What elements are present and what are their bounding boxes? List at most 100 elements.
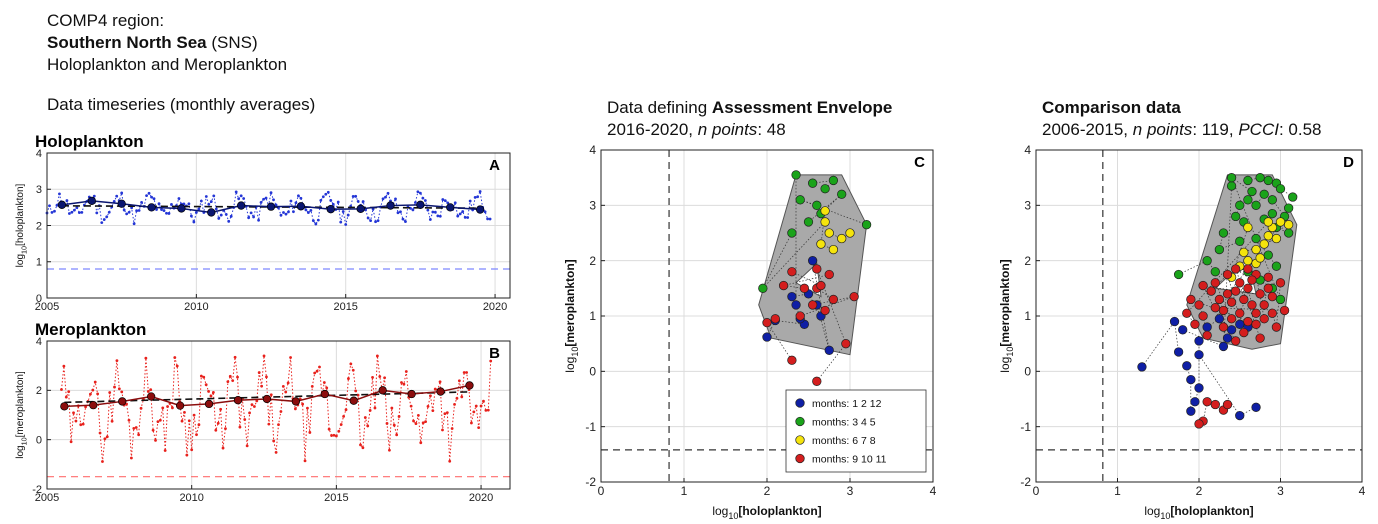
panel-a-ytick-label: 0: [36, 293, 42, 305]
panel-d-data-point: [1231, 286, 1241, 296]
panel-b-monthly-point: [175, 364, 179, 368]
panel-b-monthly-point: [192, 413, 196, 417]
panel-a-monthly-point: [399, 210, 402, 214]
panel-a-monthly-point: [257, 218, 260, 222]
panel-b-monthly-point: [303, 459, 307, 463]
panel-a-monthly-point: [297, 194, 300, 198]
panel-b-monthly-point: [356, 393, 360, 397]
panel-d-data-point: [1194, 350, 1204, 360]
panel-b-monthly-point: [207, 389, 210, 393]
panel-d-years: 2006-2015,: [1042, 120, 1129, 139]
panel-b-monthly-point: [344, 408, 348, 412]
panel-b-monthly-point: [269, 393, 273, 397]
panel-b-monthly-point: [209, 394, 213, 398]
panel-a-monthly-point: [433, 210, 437, 214]
panel-b-monthly-point: [474, 404, 478, 408]
panel-a-monthly-point: [48, 204, 51, 208]
panel-b-ylabel: log10[meroplankton]: [15, 371, 29, 459]
panel-a-monthly-point: [351, 195, 355, 198]
panel-d-data-point: [1190, 319, 1200, 329]
panel-d-ylabel: log10[meroplankton]: [998, 259, 1015, 372]
panel-a-monthly-point: [199, 199, 203, 203]
panel-b-monthly-point: [113, 385, 116, 389]
panel-a-ytick-label: 1: [36, 257, 42, 269]
panel-b-monthly-point: [110, 419, 114, 423]
panel-b-monthly-point: [385, 422, 389, 425]
panel-b-monthly-point: [342, 414, 346, 418]
panel-b-plot-area: [47, 341, 510, 489]
panel-b-monthly-point: [243, 418, 247, 421]
panel-a-monthly-point: [282, 211, 285, 214]
panel-c-data-point: [791, 170, 801, 180]
panel-a-monthly-point: [252, 215, 256, 219]
panel-d-xtick-label: 2: [1196, 484, 1203, 498]
panel-b-monthly-point: [354, 389, 358, 393]
panel-a-monthly-point: [284, 212, 288, 216]
panel-d-data-point: [1263, 283, 1273, 293]
panel-a-monthly-point: [237, 197, 241, 201]
panel-b-monthly-point: [228, 374, 232, 378]
panel-b-monthly-point: [260, 384, 264, 388]
panel-b-annual-mean-point: [349, 396, 358, 405]
panel-b-monthly-point: [180, 419, 184, 423]
panel-b-monthly-point: [462, 371, 466, 374]
panel-b-monthly-point: [265, 375, 268, 379]
panel-d-data-point: [1235, 308, 1245, 318]
panel-a-monthly-point: [324, 192, 328, 196]
panel-d-subtitle: 2006-2015, n points: 119, PCCI: 0.58: [1042, 119, 1322, 140]
panel-a-monthly-point: [145, 194, 148, 197]
panel-a-annual-mean-point: [296, 202, 306, 211]
panel-b-annual-mean-point: [204, 399, 214, 409]
panel-b-monthly-point: [197, 423, 201, 427]
panel-a-monthly-point: [102, 218, 106, 221]
panel-b-monthly-point: [149, 388, 153, 392]
panel-c-data-point: [791, 300, 801, 310]
panel-a-monthly-point: [70, 210, 74, 214]
panel-a-monthly-point: [264, 196, 268, 200]
panel-b-monthly-point: [416, 413, 420, 417]
panel-b-monthly-point: [79, 423, 83, 427]
panel-d-ytick-label: 4: [1024, 143, 1031, 157]
panel-b-xtick-label: 2020: [469, 492, 493, 504]
panel-c-data-point: [824, 228, 834, 238]
panel-a-monthly-point: [483, 210, 487, 214]
panel-a-monthly-point: [421, 196, 425, 200]
panel-a-monthly-point: [50, 210, 54, 214]
panel-b-monthly-point: [224, 427, 227, 431]
panel-a-xtick-label: 2020: [483, 301, 507, 313]
panel-d-data-point: [1202, 397, 1212, 407]
panel-d-data-point: [1182, 308, 1192, 318]
panel-a-monthly-point: [272, 198, 275, 202]
panel-a-monthly-point: [476, 195, 480, 199]
panel-b-monthly-point: [173, 356, 177, 359]
panel-b-annual-mean-point: [436, 387, 445, 396]
panel-b-monthly-point: [445, 411, 449, 415]
panel-b-monthly-point: [137, 433, 141, 437]
panel-b-ytick-label: 2: [36, 385, 42, 397]
panel-d-data-point: [1226, 173, 1237, 183]
panel-c-data-point: [787, 228, 797, 238]
panel-a-monthly-point: [292, 210, 295, 214]
panel-a-panel-label: A: [489, 157, 500, 174]
panel-d-pcci-value: : 0.58: [1278, 120, 1322, 139]
panel-d-data-point: [1218, 322, 1229, 332]
panel-d-data-point: [1222, 399, 1233, 410]
panel-d-data-point: [1182, 361, 1192, 371]
panel-b-monthly-point: [308, 431, 312, 434]
panel-c-data-point: [762, 317, 772, 328]
panel-b-monthly-point: [361, 446, 365, 450]
panel-c-legend-entry: months: 1 2 12: [812, 398, 882, 410]
panel-b-monthly-point: [127, 418, 131, 422]
panel-a-monthly-point: [167, 212, 171, 215]
panel-a-annual-mean-point: [87, 196, 96, 206]
panel-c-data-point: [808, 300, 818, 310]
panel-d-xtick-label: 4: [1359, 484, 1366, 498]
panel-a-monthly-point: [329, 199, 333, 202]
panel-c-years: 2016-2020,: [607, 120, 694, 139]
panel-b-monthly-point: [351, 368, 355, 372]
panel-d-data-point: [1263, 231, 1273, 241]
panel-a-monthly-point: [468, 199, 472, 203]
panel-b-monthly-point: [277, 423, 280, 427]
panel-a-monthly-point: [316, 218, 320, 222]
panel-a-monthly-point: [160, 208, 163, 211]
